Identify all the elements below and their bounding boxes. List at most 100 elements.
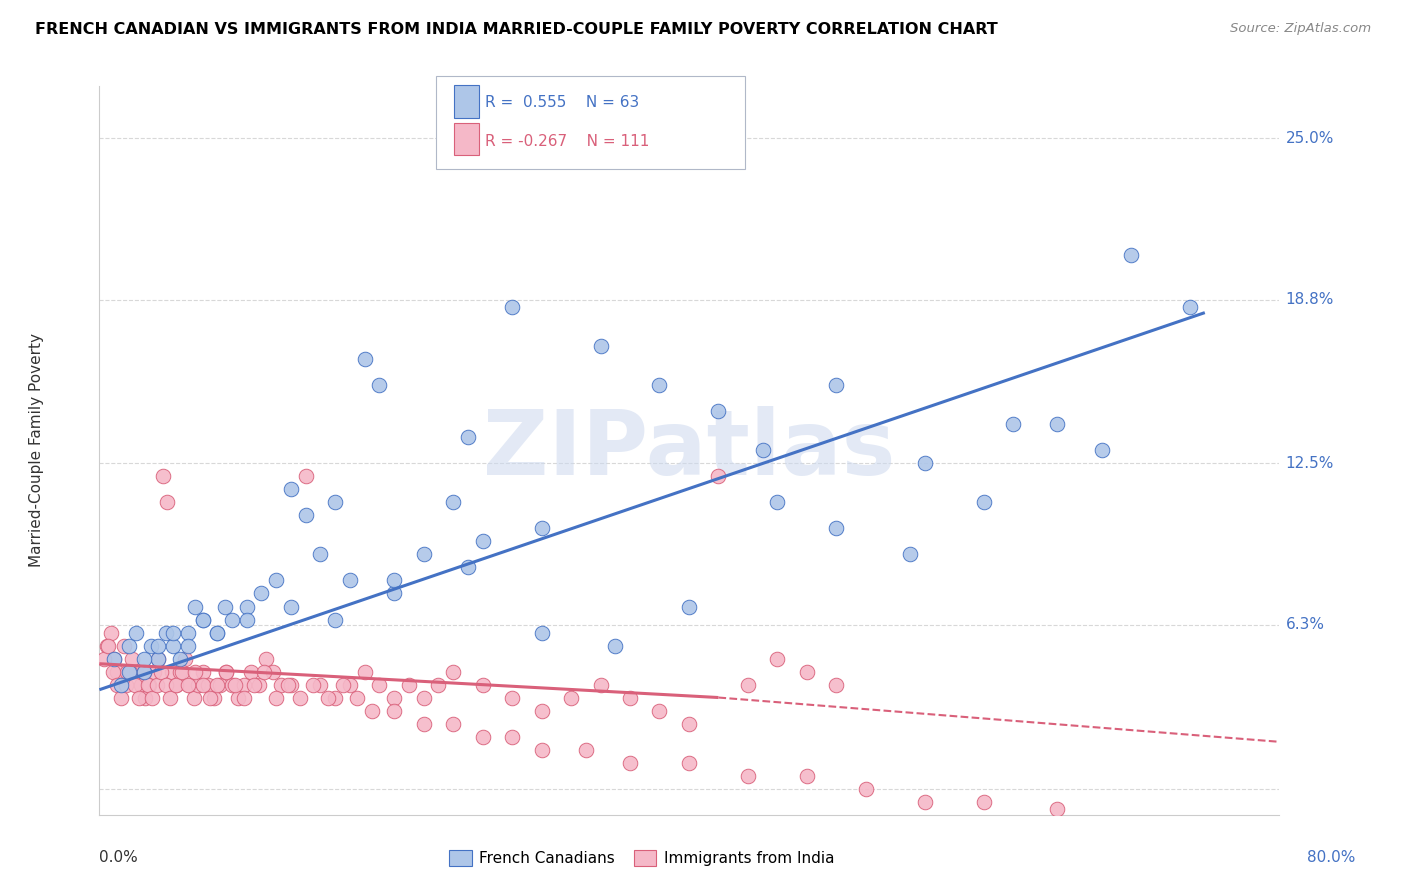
Point — [103, 651, 125, 665]
Point — [412, 548, 434, 562]
Point — [184, 599, 207, 614]
Point — [619, 756, 641, 770]
Point — [236, 599, 259, 614]
Text: ZIPatlas: ZIPatlas — [482, 407, 896, 494]
Point — [150, 665, 173, 679]
Point — [169, 651, 191, 665]
Point — [1046, 417, 1069, 432]
Point — [124, 677, 146, 691]
Point — [751, 443, 773, 458]
Point — [264, 690, 287, 705]
Point — [589, 677, 612, 691]
Point — [177, 639, 200, 653]
Point — [382, 574, 405, 588]
Point — [110, 677, 132, 691]
Point — [825, 378, 848, 392]
Point — [605, 639, 627, 653]
Point — [368, 378, 391, 392]
Point — [247, 677, 270, 691]
Text: 80.0%: 80.0% — [1308, 850, 1355, 865]
Point — [179, 677, 201, 691]
Point — [898, 548, 921, 562]
Point — [973, 495, 995, 509]
Point — [441, 716, 464, 731]
Point — [105, 677, 128, 691]
Point — [110, 677, 132, 691]
Point — [226, 690, 249, 705]
Point — [471, 677, 494, 691]
Point — [115, 677, 138, 691]
Point — [280, 599, 302, 614]
Point — [148, 651, 170, 665]
Point — [177, 677, 200, 691]
Point — [191, 613, 214, 627]
Point — [323, 495, 346, 509]
Point — [250, 586, 273, 600]
Legend: French Canadians, Immigrants from India: French Canadians, Immigrants from India — [443, 844, 841, 872]
Point — [398, 677, 420, 691]
Point — [1091, 443, 1114, 458]
Point — [138, 677, 160, 691]
Text: Source: ZipAtlas.com: Source: ZipAtlas.com — [1230, 22, 1371, 36]
Point — [707, 404, 730, 418]
Point — [132, 665, 155, 679]
Point — [236, 613, 259, 627]
Point — [973, 795, 995, 809]
Point — [202, 690, 225, 705]
Point — [270, 677, 292, 691]
Point — [209, 677, 232, 691]
Point — [914, 457, 936, 471]
Point — [361, 704, 384, 718]
Point — [136, 677, 159, 691]
Point — [471, 730, 494, 744]
Point — [457, 430, 479, 444]
Text: 6.3%: 6.3% — [1285, 617, 1324, 632]
Point — [148, 651, 170, 665]
Text: 0.0%: 0.0% — [100, 850, 138, 865]
Point — [198, 690, 221, 705]
Point — [155, 677, 177, 691]
Point — [125, 625, 148, 640]
Point — [288, 690, 311, 705]
Point — [207, 625, 229, 640]
Point — [121, 651, 143, 665]
Point — [97, 639, 120, 653]
Point — [93, 651, 115, 665]
Text: R = -0.267    N = 111: R = -0.267 N = 111 — [485, 134, 650, 149]
Point — [155, 625, 177, 640]
Text: R =  0.555    N = 63: R = 0.555 N = 63 — [485, 95, 640, 110]
Point — [441, 665, 464, 679]
Point — [457, 560, 479, 574]
Point — [159, 690, 181, 705]
Point — [914, 795, 936, 809]
Point — [619, 690, 641, 705]
Point — [737, 768, 759, 782]
Point — [412, 690, 434, 705]
Point — [309, 548, 332, 562]
Point — [501, 690, 523, 705]
Point — [441, 495, 464, 509]
Point — [309, 677, 332, 691]
Point — [184, 665, 207, 679]
Text: Married-Couple Family Poverty: Married-Couple Family Poverty — [28, 334, 44, 567]
Point — [530, 742, 553, 756]
Point — [129, 677, 152, 691]
Point — [575, 742, 598, 756]
Point — [100, 625, 122, 640]
Point — [232, 677, 254, 691]
Point — [332, 677, 354, 691]
Point — [125, 665, 148, 679]
Point — [294, 508, 316, 523]
Point — [353, 665, 375, 679]
Point — [589, 339, 612, 353]
Point — [187, 677, 209, 691]
Point — [207, 677, 229, 691]
Point — [134, 690, 156, 705]
Point — [141, 690, 163, 705]
Point — [412, 716, 434, 731]
Point — [224, 677, 246, 691]
Point — [339, 574, 361, 588]
Point — [177, 625, 200, 640]
Point — [766, 495, 789, 509]
Text: 18.8%: 18.8% — [1285, 292, 1334, 307]
